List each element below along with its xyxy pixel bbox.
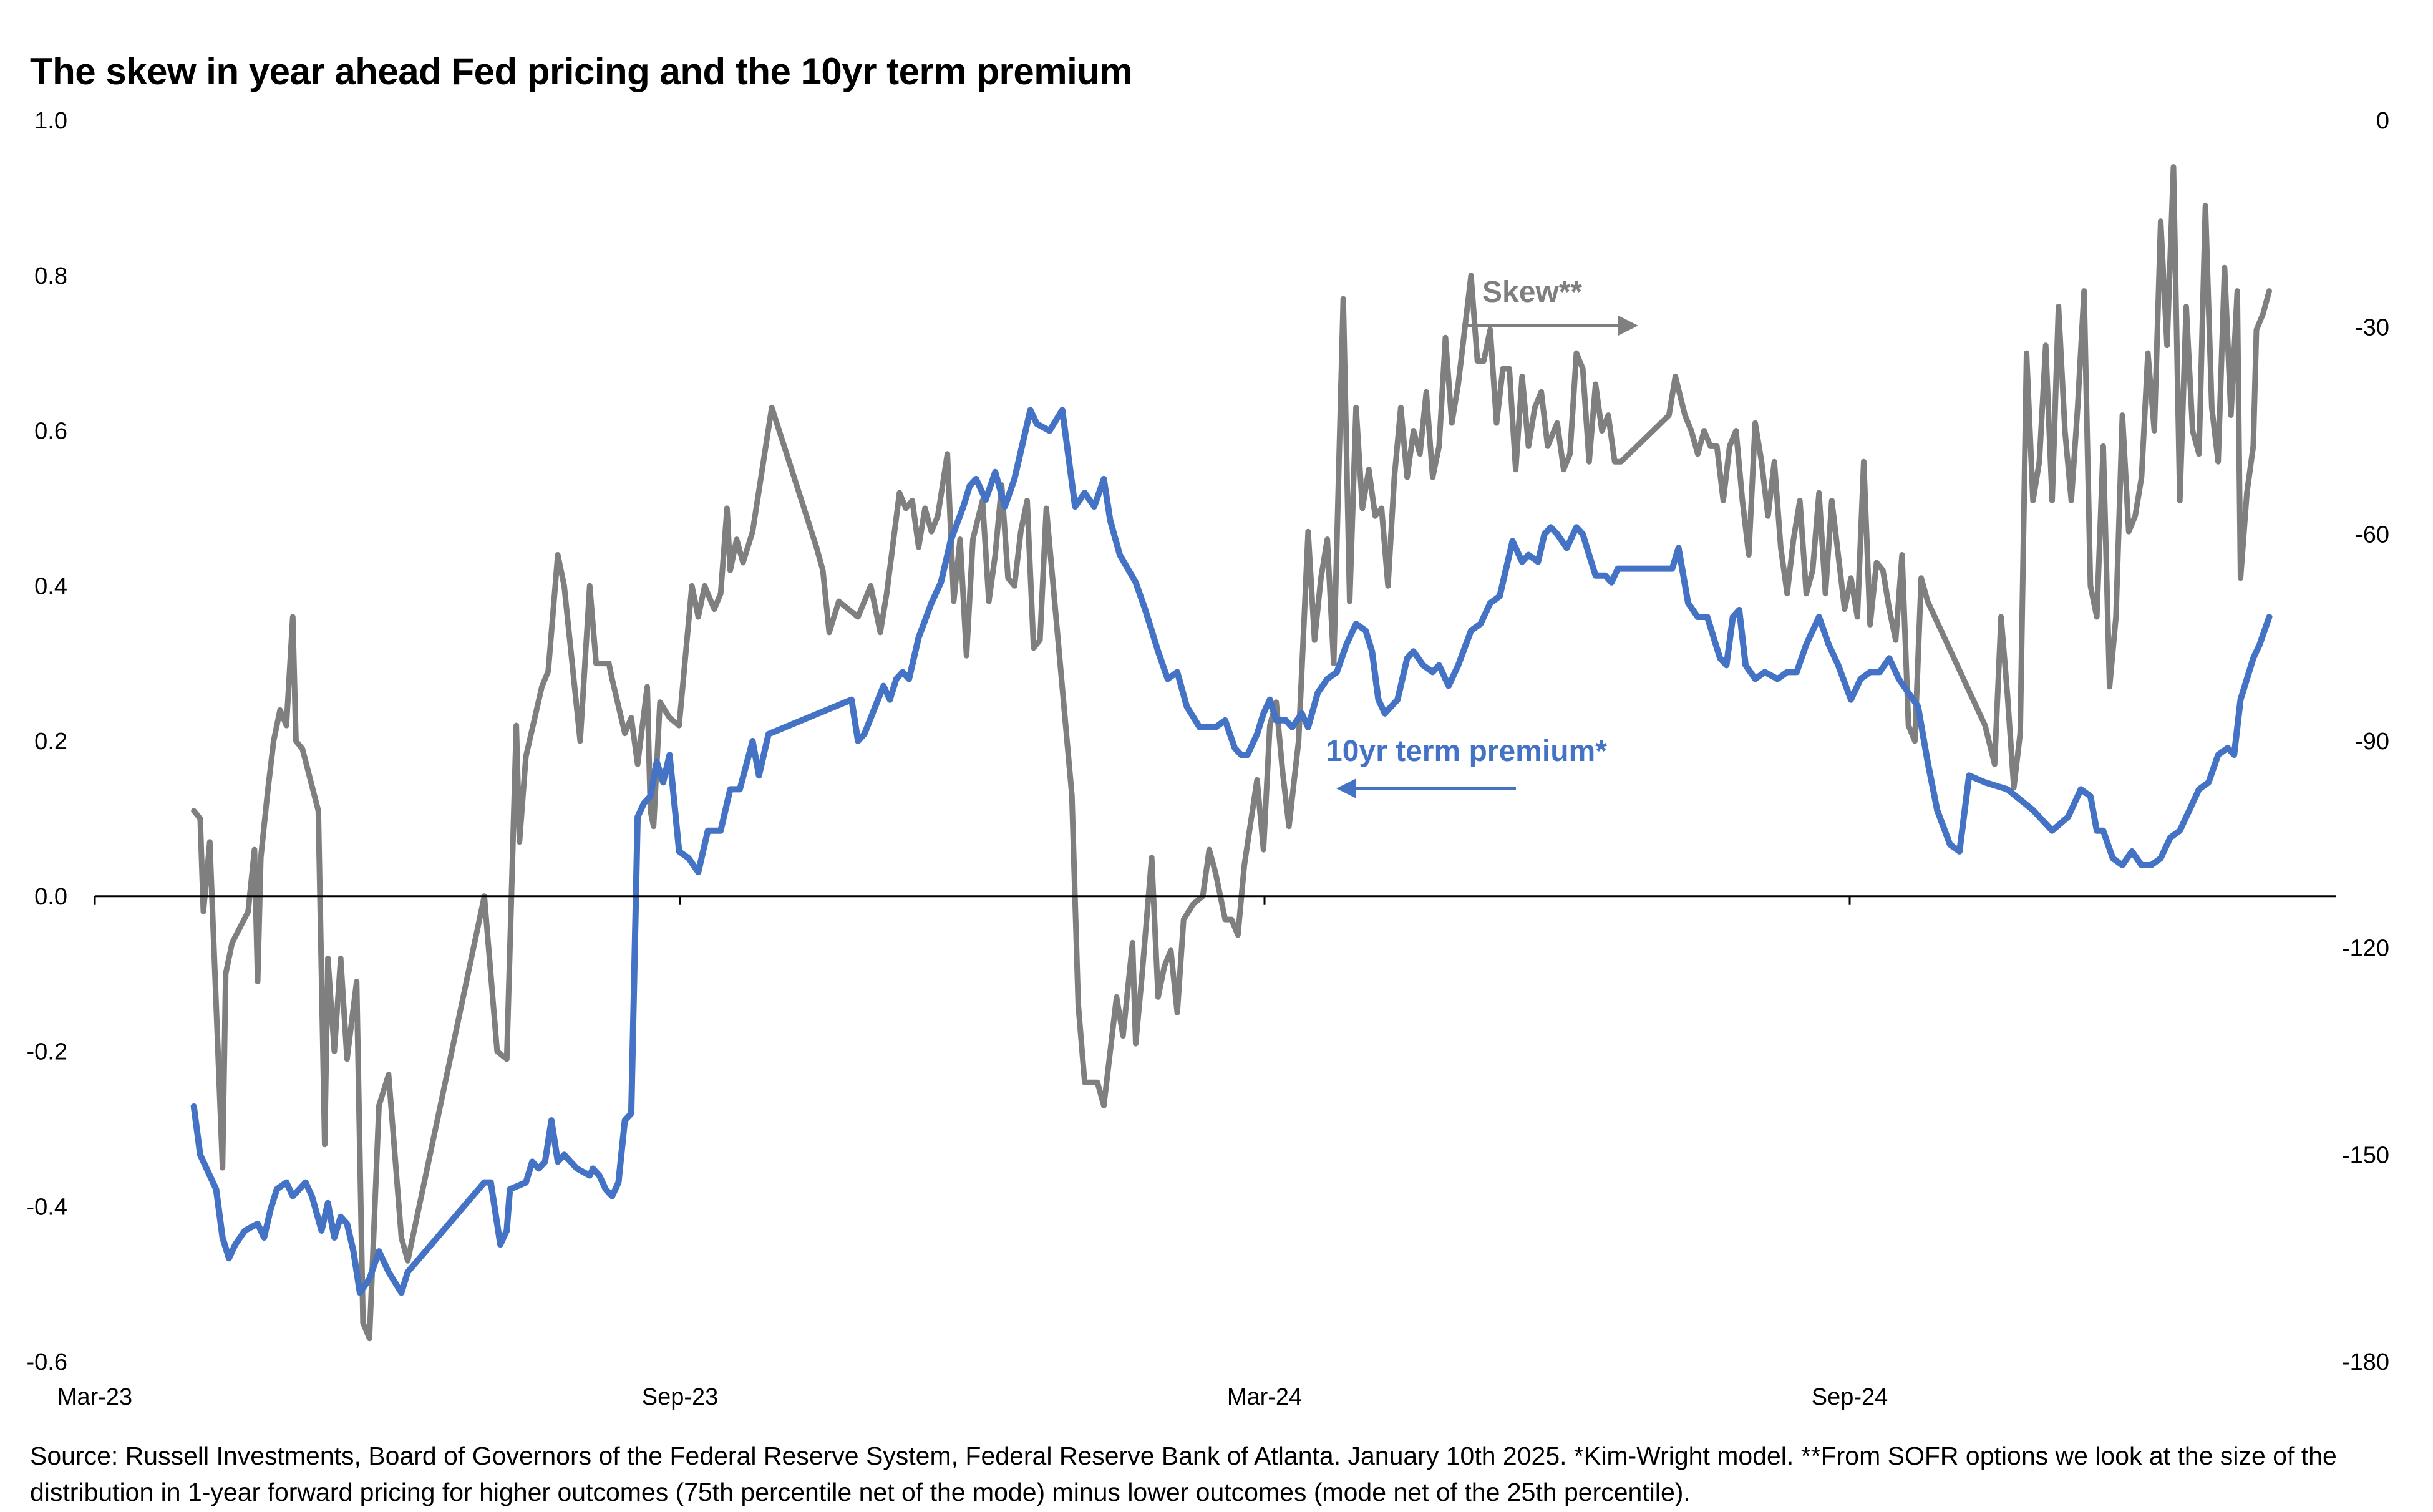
chart-title: The skew in year ahead Fed pricing and t… (30, 51, 1133, 92)
x-axis-tick-label: Sep-23 (642, 1384, 719, 1410)
left-axis-tick-label: -0.4 (27, 1194, 67, 1220)
left-axis-tick-label: 0.2 (34, 729, 67, 755)
right-axis-tick-label: -60 (2355, 521, 2389, 548)
term-premium-annotation-label: 10yr term premium* (1326, 735, 1607, 768)
left-axis-tick-label: 0.0 (34, 884, 67, 910)
left-axis-tick-label: -0.6 (27, 1349, 67, 1375)
series-layer (190, 164, 2273, 1342)
left-axis-tick-label: 1.0 (34, 108, 67, 134)
skew-series-line (191, 164, 2272, 1342)
x-axis-tick-label: Mar-23 (57, 1384, 132, 1410)
right-axis-tick-label: 0 (2376, 108, 2389, 134)
right-axis-tick-label: -150 (2342, 1142, 2389, 1168)
x-axis-tick-label: Sep-24 (1812, 1384, 1888, 1410)
left-axis-tick-label: -0.2 (27, 1039, 67, 1065)
source-note: Source: Russell Investments, Board of Go… (30, 1442, 2337, 1506)
annotations: Skew** 10yr term premium* (1326, 276, 1638, 798)
left-axis-tick-label: 0.4 (34, 573, 67, 599)
right-axis-tick-label: -120 (2342, 936, 2389, 962)
right-axis-ticks: -180 -150 -120 -90 -60 -30 0 (2342, 108, 2389, 1375)
right-axis-tick-label: -180 (2342, 1349, 2389, 1375)
right-axis-tick-label: -30 (2355, 315, 2389, 341)
left-axis-tick-label: 0.8 (34, 263, 67, 289)
x-axis-ticks: Mar-23 Sep-23 Mar-24 Sep-24 (57, 896, 1888, 1410)
left-axis-ticks: -0.6 -0.4 -0.2 0.0 0.2 0.4 0.6 0.8 1.0 (27, 108, 67, 1375)
right-axis-tick-label: -90 (2355, 729, 2389, 755)
term-premium-series-line (190, 407, 2273, 1296)
skew-annotation-label: Skew** (1482, 276, 1582, 309)
left-axis-tick-label: 0.6 (34, 419, 67, 445)
x-axis-tick-label: Mar-24 (1227, 1384, 1302, 1410)
